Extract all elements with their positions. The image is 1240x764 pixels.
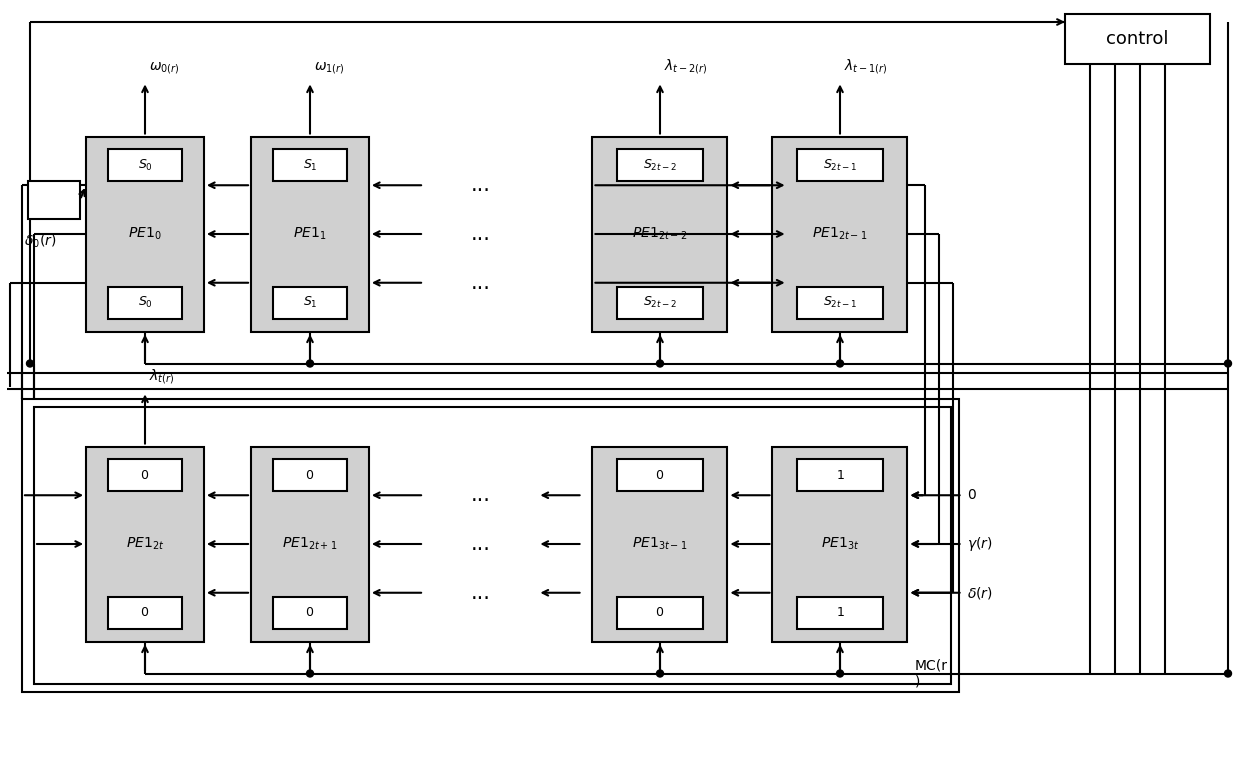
Text: $S_0$: $S_0$ xyxy=(138,295,153,310)
Text: ...: ... xyxy=(471,534,491,554)
Circle shape xyxy=(656,670,663,677)
Text: ...: ... xyxy=(471,485,491,505)
Bar xyxy=(86,446,205,642)
Bar xyxy=(618,286,703,319)
Text: ): ) xyxy=(915,675,920,688)
Text: $S_1$: $S_1$ xyxy=(303,295,317,310)
Bar xyxy=(618,597,703,629)
Text: $1$: $1$ xyxy=(836,607,844,620)
Text: $0$: $0$ xyxy=(140,469,150,482)
Bar xyxy=(593,446,728,642)
Text: $S_1$: $S_1$ xyxy=(303,157,317,173)
Text: $S_{2t-2}$: $S_{2t-2}$ xyxy=(642,157,677,173)
Circle shape xyxy=(26,360,33,367)
Text: $\omega_{0(r)}$: $\omega_{0(r)}$ xyxy=(149,60,180,76)
Text: $1$: $1$ xyxy=(836,469,844,482)
Text: MC(r: MC(r xyxy=(915,659,949,672)
Text: $PE1_{{2t}}$: $PE1_{{2t}}$ xyxy=(125,536,164,552)
Text: ...: ... xyxy=(471,583,491,603)
Bar xyxy=(797,149,883,181)
Text: ...: ... xyxy=(471,175,491,196)
Bar xyxy=(22,399,960,691)
Circle shape xyxy=(306,360,314,367)
Text: $\lambda_{t-1(r)}$: $\lambda_{t-1(r)}$ xyxy=(844,57,888,76)
Text: $PE1_{{2t-2}}$: $PE1_{{2t-2}}$ xyxy=(632,226,688,242)
Bar xyxy=(797,286,883,319)
Text: $PE1_{0}$: $PE1_{0}$ xyxy=(128,226,161,242)
Circle shape xyxy=(306,670,314,677)
Bar xyxy=(108,597,182,629)
Bar xyxy=(108,459,182,491)
Text: $0$: $0$ xyxy=(305,469,315,482)
Text: $0$: $0$ xyxy=(656,607,665,620)
Text: $\omega_{1(r)}$: $\omega_{1(r)}$ xyxy=(314,60,345,76)
Bar xyxy=(618,459,703,491)
Bar xyxy=(108,149,182,181)
Bar xyxy=(250,137,370,332)
Text: $\lambda_{t(r)}$: $\lambda_{t(r)}$ xyxy=(149,367,175,386)
Text: $S_{2t-1}$: $S_{2t-1}$ xyxy=(823,295,857,310)
Text: $\lambda_{t-2(r)}$: $\lambda_{t-2(r)}$ xyxy=(663,57,708,76)
Text: $PE1_{{3t}}$: $PE1_{{3t}}$ xyxy=(821,536,859,552)
Text: $0$: $0$ xyxy=(140,607,150,620)
Bar xyxy=(250,446,370,642)
Circle shape xyxy=(837,670,843,677)
Circle shape xyxy=(1224,360,1231,367)
Text: $PE1_{{2t-1}}$: $PE1_{{2t-1}}$ xyxy=(812,226,868,242)
Bar xyxy=(797,597,883,629)
Bar xyxy=(273,286,347,319)
Bar xyxy=(797,459,883,491)
Text: $\delta_0(r)$: $\delta_0(r)$ xyxy=(24,232,56,250)
Circle shape xyxy=(656,360,663,367)
Bar xyxy=(773,137,908,332)
Text: ...: ... xyxy=(471,224,491,244)
Bar xyxy=(773,446,908,642)
Bar xyxy=(273,597,347,629)
Circle shape xyxy=(1224,670,1231,677)
Bar xyxy=(273,459,347,491)
Text: $\gamma(r)$: $\gamma(r)$ xyxy=(967,535,993,553)
Bar xyxy=(86,137,205,332)
Bar xyxy=(1065,14,1210,64)
Text: $\delta(r)$: $\delta(r)$ xyxy=(967,584,993,601)
Text: $S_{2t-1}$: $S_{2t-1}$ xyxy=(823,157,857,173)
Text: $PE1_{{3t-1}}$: $PE1_{{3t-1}}$ xyxy=(632,536,688,552)
Bar xyxy=(29,181,81,219)
Text: $PE1_{{2t+1}}$: $PE1_{{2t+1}}$ xyxy=(283,536,337,552)
Text: ...: ... xyxy=(471,273,491,293)
Text: $S_0$: $S_0$ xyxy=(138,157,153,173)
Text: $0$: $0$ xyxy=(305,607,315,620)
Text: $PE1_{1}$: $PE1_{1}$ xyxy=(294,226,326,242)
Bar xyxy=(273,149,347,181)
Bar xyxy=(593,137,728,332)
Bar xyxy=(618,149,703,181)
Bar xyxy=(108,286,182,319)
Bar xyxy=(33,406,951,684)
Text: control: control xyxy=(1106,30,1169,48)
Text: $0$: $0$ xyxy=(656,469,665,482)
Text: $S_{2t-2}$: $S_{2t-2}$ xyxy=(642,295,677,310)
Text: 0: 0 xyxy=(967,488,976,502)
Circle shape xyxy=(837,360,843,367)
